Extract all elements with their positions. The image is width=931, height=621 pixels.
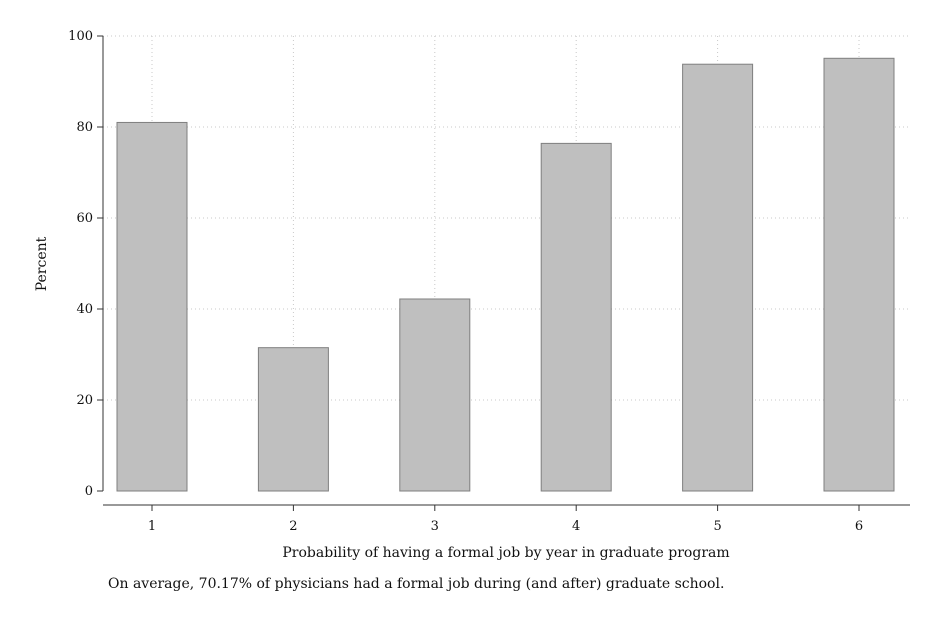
bar-4 xyxy=(540,142,612,492)
y-tick-label: 100 xyxy=(68,29,93,44)
y-tick-label: 0 xyxy=(85,484,93,499)
bar-1 xyxy=(116,121,188,492)
y-tick-label: 80 xyxy=(76,120,93,135)
axes: 0 20 40 60 80 100 1 2 3 4 5 6 xyxy=(68,29,910,534)
x-tick-label: 6 xyxy=(855,519,863,534)
x-tick-label: 5 xyxy=(713,519,721,534)
y-axis-title: Percent xyxy=(34,236,50,291)
bar-2 xyxy=(257,347,329,492)
y-tick-label: 40 xyxy=(76,302,93,317)
bar-3 xyxy=(399,298,471,492)
bars xyxy=(116,57,895,492)
y-tick-label: 60 xyxy=(76,211,93,226)
x-axis-title: Probability of having a formal job by ye… xyxy=(282,545,729,561)
y-tick-label: 20 xyxy=(76,393,93,408)
x-tick-label: 1 xyxy=(148,519,156,534)
x-tick-label: 3 xyxy=(431,519,439,534)
grid-lines xyxy=(103,35,910,491)
x-tick-label: 2 xyxy=(289,519,297,534)
bar-6 xyxy=(823,57,895,492)
x-tick-label: 4 xyxy=(572,519,580,534)
bar-5 xyxy=(682,63,754,492)
footnote: On average, 70.17% of physicians had a f… xyxy=(108,576,725,592)
